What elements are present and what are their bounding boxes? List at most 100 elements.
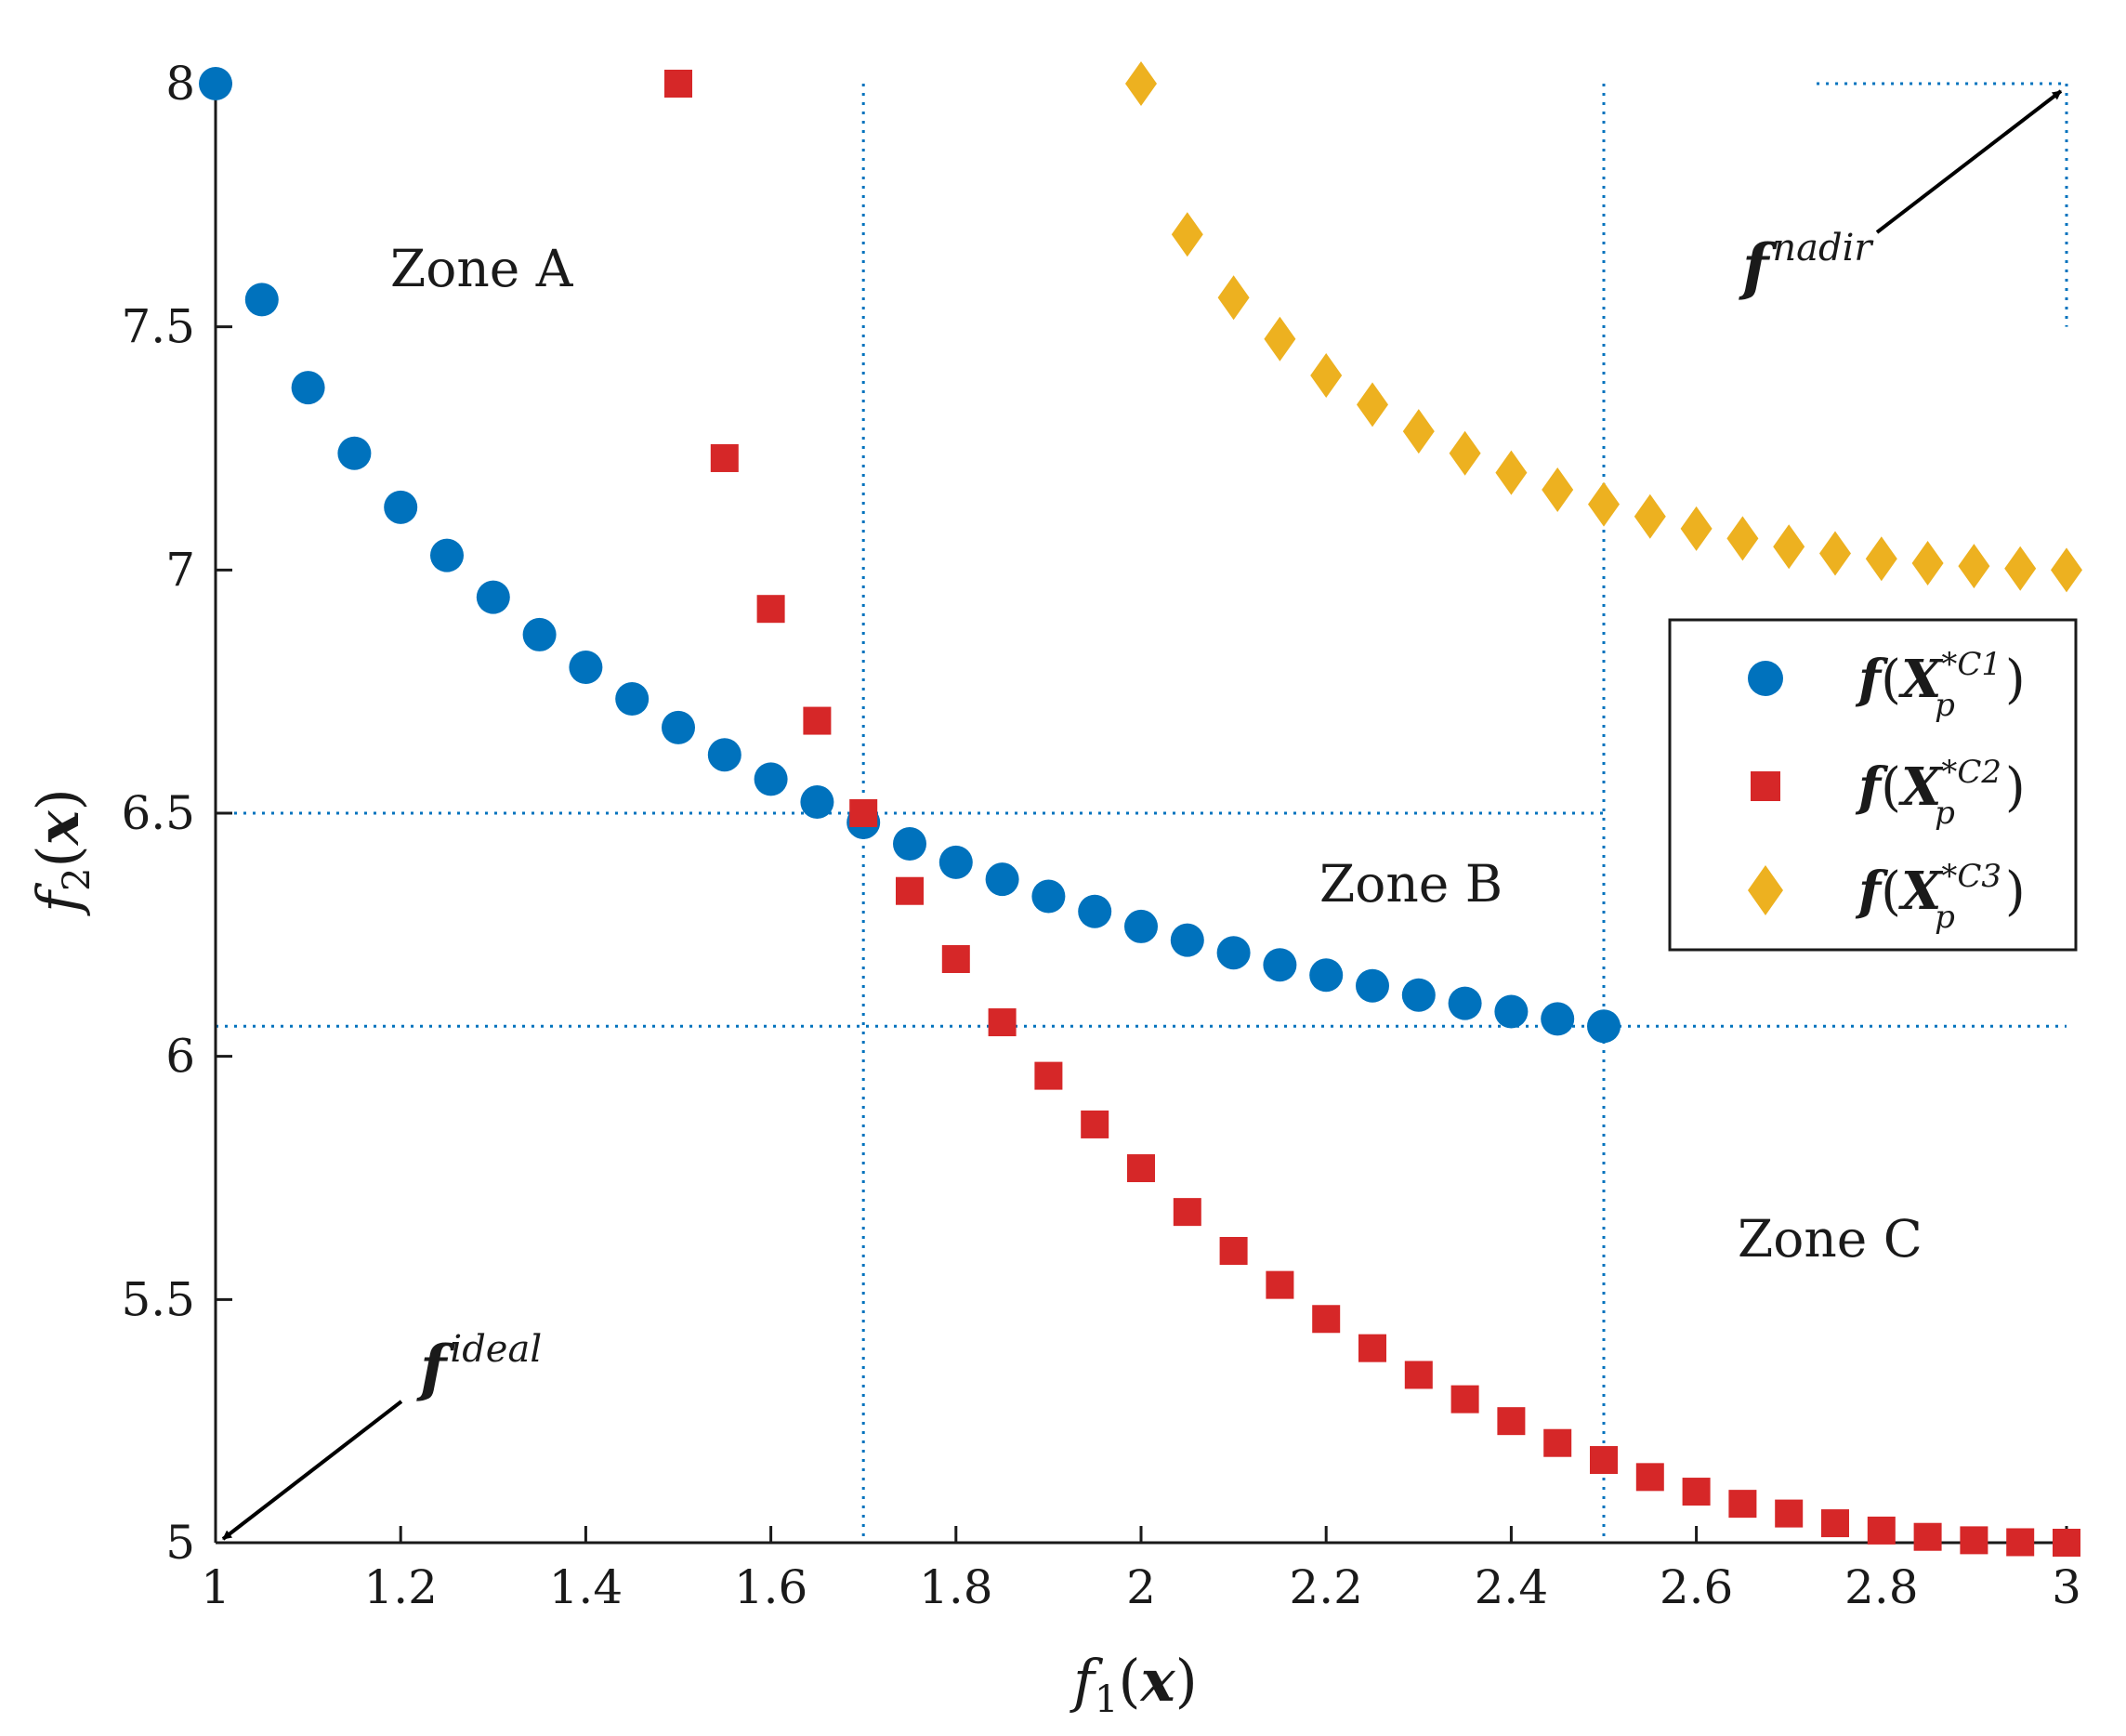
- legend-c1-sub: p: [1935, 687, 1955, 724]
- series-c2-point: [849, 799, 878, 827]
- y-tick-label: 6.5: [121, 786, 195, 840]
- x-axis-label-var: x: [1139, 1647, 1176, 1715]
- zone-b-label: Zone B: [1319, 854, 1503, 914]
- series-c1-point: [569, 651, 603, 684]
- series-c1-point: [384, 490, 418, 524]
- data-markers: [199, 61, 2082, 1557]
- legend-c2-x: X: [1898, 756, 1944, 818]
- series-c3-point: [1310, 353, 1343, 398]
- series-c1-point: [985, 862, 1019, 897]
- series-c3-point: [1773, 524, 1805, 570]
- series-c2-point: [1358, 1334, 1386, 1362]
- legend-c1-close: ): [2005, 650, 2026, 710]
- y-axis-label-group: f2(x): [24, 788, 98, 916]
- series-c3-point: [1449, 430, 1481, 476]
- y-tick-label: 7.5: [121, 300, 195, 354]
- series-c1-point: [893, 826, 926, 861]
- series-c3-point: [1542, 467, 1574, 512]
- nadir-arrow: [1875, 89, 2063, 234]
- series-c2-point: [2006, 1528, 2035, 1557]
- series-c3-point: [1357, 382, 1388, 427]
- series-c1-point: [1448, 986, 1482, 1020]
- series-c1-point: [615, 682, 650, 717]
- series-c2-point: [710, 443, 739, 472]
- x-tick-label: 1.4: [549, 1560, 623, 1614]
- series-c1-point: [707, 738, 741, 772]
- x-tick-label: 1.6: [734, 1560, 808, 1614]
- ideal-label: f ideal: [416, 1328, 542, 1404]
- series-c1-point: [1494, 994, 1529, 1029]
- axes: 1 1.2 1.4 1.6 1.8 2 2.2 2.4 2.6 2.8 3 5 5.5 6 6.5 7 7.5…: [121, 57, 2080, 1614]
- series-c3-point: [1495, 450, 1528, 495]
- series-c2-point: [1081, 1110, 1109, 1138]
- x-axis-label-sub: 1: [1095, 1678, 1118, 1721]
- x-tick-label: 2.2: [1289, 1560, 1363, 1614]
- series-c2-point: [1034, 1061, 1063, 1090]
- legend-marker-c2: [1751, 771, 1780, 801]
- series-c3-point: [1171, 212, 1203, 257]
- y-axis-label: f2(x): [24, 788, 98, 916]
- guide-lines: [216, 82, 2068, 1543]
- series-c2-point: [1404, 1361, 1433, 1389]
- legend-c2-sub: p: [1935, 795, 1955, 832]
- legend-c3-close: ): [2005, 861, 2026, 922]
- series-c3-point: [1911, 541, 1944, 586]
- series-c3-point: [1726, 516, 1759, 561]
- series-c1-point: [938, 845, 973, 879]
- y-tick-label: 6: [165, 1030, 195, 1084]
- series-c1-point: [1541, 1002, 1575, 1036]
- x-axis-label-open: (: [1118, 1647, 1140, 1715]
- series-c3-point: [1264, 316, 1296, 362]
- x-tick-label: 2.6: [1660, 1560, 1734, 1614]
- series-c2-point: [803, 706, 832, 735]
- legend-marker-c1: [1748, 661, 1783, 696]
- series-c3-point: [1865, 536, 1897, 582]
- legend-marker-c3: [1748, 865, 1783, 915]
- y-tick-label: 7: [165, 543, 195, 597]
- y-axis-label-sub: 2: [56, 867, 98, 890]
- series-c2-point: [2053, 1529, 2080, 1557]
- series-c2-point: [1913, 1522, 1942, 1551]
- x-axis-label-close: ): [1175, 1647, 1198, 1715]
- x-axis-label: f1(x): [1070, 1647, 1198, 1721]
- series-c1-point: [244, 283, 279, 317]
- series-c2-point: [1266, 1270, 1294, 1299]
- series-c1-point: [662, 710, 695, 744]
- ideal-arrow: [221, 1400, 403, 1541]
- x-tick-label: 3: [2052, 1560, 2081, 1614]
- series-c3-point: [1125, 61, 1157, 106]
- series-c1-point: [522, 617, 557, 651]
- series-c1-point: [476, 580, 510, 614]
- x-tick-label: 2: [1126, 1560, 1156, 1614]
- series-c3-point: [1217, 275, 1250, 321]
- series-c3-point: [1958, 544, 1990, 589]
- series-c2-point: [896, 876, 924, 905]
- series-c2-point: [1775, 1499, 1804, 1528]
- series-c1-point: [1216, 936, 1251, 970]
- x-axis-ticks: 1 1.2 1.4 1.6 1.8 2 2.2 2.4 2.6 2.8 3: [201, 1526, 2081, 1614]
- series-c2-point: [1728, 1490, 1757, 1519]
- series-c1-point: [1170, 923, 1204, 957]
- series-c3-point: [1680, 506, 1713, 551]
- legend-label-c1: f(X*C1 p): [1855, 646, 2026, 724]
- legend-c2-sup: *C2: [1941, 754, 2001, 791]
- series-c2-point: [1821, 1509, 1849, 1538]
- y-tick-label: 5.5: [121, 1272, 195, 1326]
- series-c1-point: [1263, 948, 1297, 982]
- y-tick-label: 5: [165, 1516, 195, 1570]
- series-c2-point: [1497, 1407, 1526, 1436]
- nadir-superscript: nadir: [1772, 227, 1874, 270]
- legend-c2-open: (: [1881, 757, 1901, 818]
- series-c3-point: [1588, 481, 1620, 527]
- series-c1-point: [1587, 1009, 1621, 1044]
- series-c1-point: [1078, 894, 1112, 928]
- series-c1-point: [430, 538, 464, 572]
- legend-c3-sub: p: [1935, 899, 1955, 936]
- ideal-superscript: ideal: [450, 1328, 542, 1371]
- legend-label-c3: f(X*C3 p): [1855, 858, 2026, 936]
- series-c1-point: [291, 371, 325, 405]
- series-c2-point: [988, 1008, 1017, 1037]
- series-c1-point: [337, 436, 372, 470]
- x-tick-label: 1.8: [919, 1560, 993, 1614]
